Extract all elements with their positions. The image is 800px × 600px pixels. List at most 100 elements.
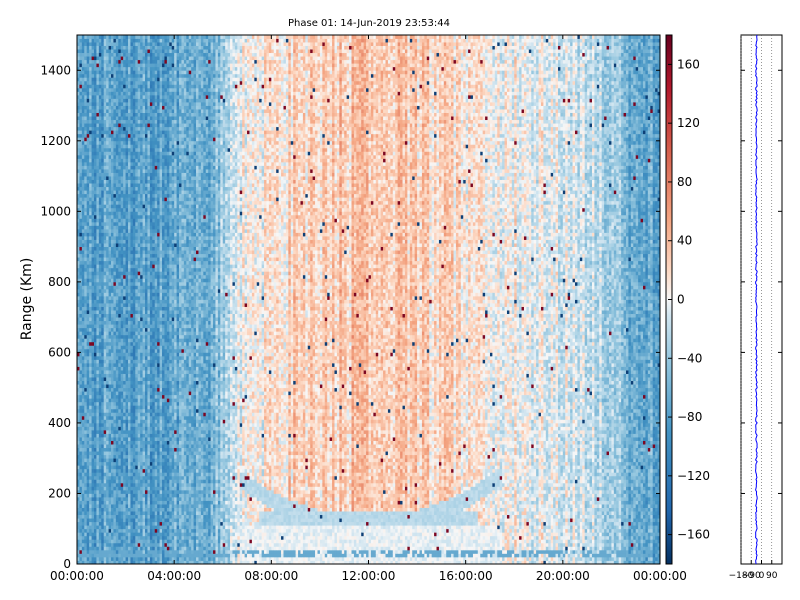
heatmap-cell bbox=[79, 522, 82, 526]
heatmap-cell bbox=[126, 303, 129, 307]
heatmap-cell bbox=[150, 35, 153, 39]
heatmap-cell bbox=[82, 169, 85, 173]
heatmap-cell bbox=[147, 194, 150, 198]
heatmap-cell bbox=[150, 448, 153, 452]
heatmap-cell bbox=[116, 134, 119, 138]
heatmap-cell bbox=[118, 321, 121, 325]
heatmap-cell bbox=[123, 240, 126, 244]
heatmap-cell bbox=[143, 522, 146, 526]
heatmap-cell bbox=[135, 183, 138, 187]
heatmap-cell bbox=[118, 412, 121, 416]
heatmap-cell bbox=[111, 113, 114, 117]
heatmap-cell bbox=[150, 455, 153, 459]
heatmap-cell bbox=[150, 282, 153, 286]
heatmap-cell bbox=[82, 335, 85, 339]
heatmap-cell bbox=[133, 116, 136, 120]
heatmap-cell bbox=[145, 342, 148, 346]
heatmap-cell bbox=[109, 349, 112, 353]
heatmap-cell bbox=[143, 451, 146, 455]
heatmap-cell bbox=[106, 91, 109, 95]
heatmap-cell bbox=[111, 162, 114, 166]
heatmap-cell bbox=[106, 173, 109, 177]
heatmap-cell bbox=[118, 490, 121, 494]
heatmap-cell bbox=[99, 359, 102, 363]
heatmap-cell bbox=[143, 165, 146, 169]
heatmap-cell bbox=[87, 472, 90, 476]
heatmap-cell bbox=[116, 173, 119, 177]
heatmap-cell bbox=[155, 314, 158, 318]
heatmap-cell bbox=[140, 183, 143, 187]
heatmap-cell bbox=[113, 550, 116, 554]
heatmap-cell bbox=[140, 455, 143, 459]
heatmap-cell bbox=[92, 367, 95, 371]
heatmap-cell bbox=[99, 515, 102, 519]
heatmap-cell bbox=[89, 70, 92, 74]
heatmap-cell bbox=[145, 317, 148, 321]
heatmap-cell bbox=[109, 546, 112, 550]
heatmap-cell bbox=[99, 232, 102, 236]
heatmap-cell bbox=[113, 388, 116, 392]
heatmap-cell bbox=[150, 490, 153, 494]
heatmap-cell bbox=[113, 321, 116, 325]
heatmap-cell bbox=[101, 536, 104, 540]
heatmap-cell bbox=[150, 144, 153, 148]
heatmap-cell bbox=[96, 211, 99, 215]
heatmap-cell bbox=[135, 278, 138, 282]
heatmap-cell bbox=[104, 106, 107, 110]
heatmap-cell bbox=[155, 532, 158, 536]
heatmap-cell bbox=[109, 53, 112, 57]
heatmap-cell bbox=[109, 300, 112, 304]
heatmap-cell bbox=[140, 53, 143, 57]
heatmap-cell bbox=[106, 201, 109, 205]
heatmap-cell bbox=[128, 359, 131, 363]
heatmap-cell bbox=[126, 359, 129, 363]
heatmap-cell bbox=[113, 317, 116, 321]
heatmap-cell bbox=[126, 398, 129, 402]
heatmap-cell bbox=[121, 148, 124, 152]
heatmap-cell bbox=[118, 165, 121, 169]
heatmap-cell bbox=[126, 310, 129, 314]
heatmap-cell bbox=[116, 557, 119, 561]
heatmap-cell bbox=[94, 416, 97, 420]
heatmap-cell bbox=[96, 335, 99, 339]
heatmap-cell bbox=[130, 370, 133, 374]
heatmap-cell bbox=[155, 381, 158, 385]
heatmap-cell bbox=[84, 321, 87, 325]
heatmap-cell bbox=[140, 102, 143, 106]
heatmap-cell bbox=[116, 208, 119, 212]
heatmap-cell bbox=[106, 543, 109, 547]
heatmap-cell bbox=[96, 303, 99, 307]
heatmap-cell bbox=[106, 455, 109, 459]
heatmap-cell bbox=[121, 335, 124, 339]
heatmap-cell bbox=[143, 338, 146, 342]
heatmap-cell bbox=[99, 525, 102, 529]
heatmap-cell bbox=[140, 338, 143, 342]
heatmap-cell bbox=[130, 134, 133, 138]
heatmap-cell bbox=[106, 472, 109, 476]
heatmap-cell bbox=[113, 155, 116, 159]
heatmap-cell bbox=[106, 35, 109, 39]
heatmap-cell bbox=[96, 469, 99, 473]
heatmap-cell bbox=[96, 426, 99, 430]
heatmap-cell bbox=[104, 356, 107, 360]
heatmap-cell bbox=[96, 63, 99, 67]
heatmap-cell bbox=[106, 218, 109, 222]
heatmap-cell bbox=[87, 197, 90, 201]
heatmap-cell bbox=[113, 261, 116, 265]
heatmap-cell bbox=[152, 91, 155, 95]
heatmap-cell bbox=[126, 476, 129, 480]
heatmap-cell bbox=[135, 409, 138, 413]
heatmap-cell bbox=[121, 384, 124, 388]
heatmap-cell bbox=[96, 307, 99, 311]
heatmap-cell bbox=[96, 225, 99, 229]
heatmap-cell bbox=[82, 95, 85, 99]
heatmap-cell bbox=[118, 349, 121, 353]
heatmap-cell bbox=[128, 441, 131, 445]
heatmap-cell bbox=[118, 522, 121, 526]
heatmap-cell bbox=[135, 176, 138, 180]
heatmap-cell bbox=[145, 77, 148, 81]
heatmap-cell bbox=[111, 497, 114, 501]
heatmap-cell bbox=[89, 60, 92, 64]
heatmap-cell bbox=[106, 349, 109, 353]
heatmap-cell bbox=[126, 218, 129, 222]
